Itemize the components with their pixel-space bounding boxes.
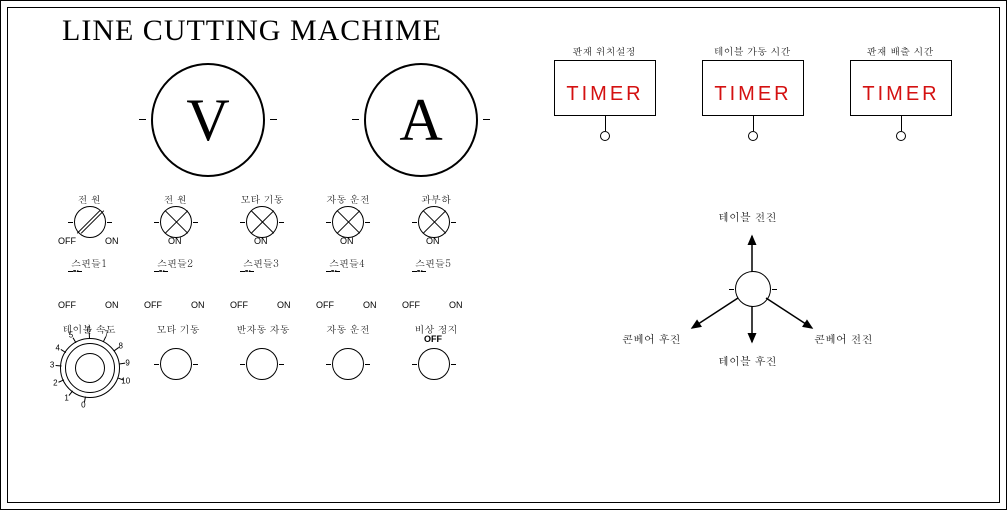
label-power-switch: 전 원 <box>64 192 114 206</box>
timer-2[interactable]: TIMER <box>702 60 804 116</box>
timer-1-text: TIMER <box>555 83 655 106</box>
label-btn-auto-run: 자동 운전 <box>318 322 378 336</box>
label-spindle-5: 스핀들5 <box>408 256 458 270</box>
label-btn-semi-auto: 반자동 자동 <box>230 322 296 336</box>
button-emergency-stop[interactable] <box>418 348 450 380</box>
label-auto-run-lamp: 자동 운전 <box>318 192 378 206</box>
switch-spindle-5[interactable] <box>418 270 420 272</box>
button-auto-run[interactable] <box>332 348 364 380</box>
label-spindle-3: 스핀들3 <box>236 256 286 270</box>
timer-2-jack <box>748 131 758 141</box>
label-motor-start-on: ON <box>254 236 268 246</box>
label-joystick-down: 테이블 후진 <box>718 354 777 369</box>
label-btn-estop-off: OFF <box>424 334 442 344</box>
panel-outer: LINE CUTTING MACHIME V A 전 원 OFF ON 전 원 … <box>0 0 1007 510</box>
dial-tick-label: 1 <box>64 393 68 402</box>
label-spindle-4-off: OFF <box>316 300 334 310</box>
label-joystick-up: 테이블 전진 <box>718 210 777 225</box>
label-spindle-5-off: OFF <box>402 300 420 310</box>
button-semi-auto[interactable] <box>246 348 278 380</box>
dial-tick-label: 0 <box>81 401 85 410</box>
timer-2-text: TIMER <box>703 83 803 106</box>
dial-tick-label: 5 <box>69 331 73 340</box>
label-timer-3: 판재 배출 시간 <box>850 44 950 58</box>
label-spindle-4: 스핀들4 <box>322 256 372 270</box>
dial-tick-label: 4 <box>56 343 60 352</box>
label-timer-2: 테이블 가동 시간 <box>702 44 802 58</box>
timer-3-jack <box>896 131 906 141</box>
label-joystick-right: 콘베어 전진 <box>814 332 873 347</box>
power-switch[interactable] <box>74 206 106 238</box>
timer-1[interactable]: TIMER <box>554 60 656 116</box>
label-control-power: 전 원 <box>150 192 200 206</box>
label-auto-run-on: ON <box>340 236 354 246</box>
label-spindle-1-off: OFF <box>58 300 76 310</box>
button-motor-start[interactable] <box>160 348 192 380</box>
dial-tick-label: 7 <box>104 329 108 338</box>
label-spindle-1-on: ON <box>105 300 119 310</box>
label-joystick-left: 콘베어 후진 <box>622 332 681 347</box>
voltage-gauge: V <box>151 63 265 177</box>
dial-tick-label: 3 <box>50 361 54 370</box>
switch-spindle-2[interactable] <box>160 270 162 272</box>
dial-tick-label: 6 <box>86 326 90 335</box>
dial-tick-label: 9 <box>125 358 129 367</box>
switch-spindle-4[interactable] <box>332 270 334 272</box>
dial-table-speed[interactable]: 012345678910 <box>60 338 120 398</box>
label-overload: 과부하 <box>406 192 466 206</box>
lamp-auto-run <box>332 206 364 238</box>
label-control-power-on: ON <box>168 236 182 246</box>
label-spindle-3-on: ON <box>277 300 291 310</box>
lamp-motor-start <box>246 206 278 238</box>
label-spindle-2: 스핀들2 <box>150 256 200 270</box>
label-power-on: ON <box>105 236 119 246</box>
machine-title: LINE CUTTING MACHIME <box>62 14 442 48</box>
panel-inner: LINE CUTTING MACHIME V A 전 원 OFF ON 전 원 … <box>7 7 1000 503</box>
label-spindle-2-on: ON <box>191 300 205 310</box>
label-spindle-3-off: OFF <box>230 300 248 310</box>
ampere-gauge-letter: A <box>366 65 476 175</box>
timer-1-jack <box>600 131 610 141</box>
label-spindle-2-off: OFF <box>144 300 162 310</box>
label-spindle-4-on: ON <box>363 300 377 310</box>
label-btn-motor-start: 모타 기동 <box>148 322 208 336</box>
label-timer-1: 판재 위치설정 <box>554 44 654 58</box>
dial-tick-label: 2 <box>53 379 57 388</box>
timer-3[interactable]: TIMER <box>850 60 952 116</box>
dial-tick-label: 8 <box>119 341 123 350</box>
switch-spindle-3[interactable] <box>246 270 248 272</box>
label-power-off: OFF <box>58 236 76 246</box>
dial-tick-label: 10 <box>121 376 130 385</box>
label-spindle-5-on: ON <box>449 300 463 310</box>
voltage-gauge-letter: V <box>153 65 263 175</box>
switch-spindle-1[interactable] <box>74 270 76 272</box>
lamp-control-power <box>160 206 192 238</box>
ampere-gauge: A <box>364 63 478 177</box>
label-motor-start-lamp: 모타 기동 <box>232 192 292 206</box>
label-spindle-1: 스핀들1 <box>64 256 114 270</box>
label-overload-on: ON <box>426 236 440 246</box>
timer-3-text: TIMER <box>851 83 951 106</box>
lamp-overload <box>418 206 450 238</box>
